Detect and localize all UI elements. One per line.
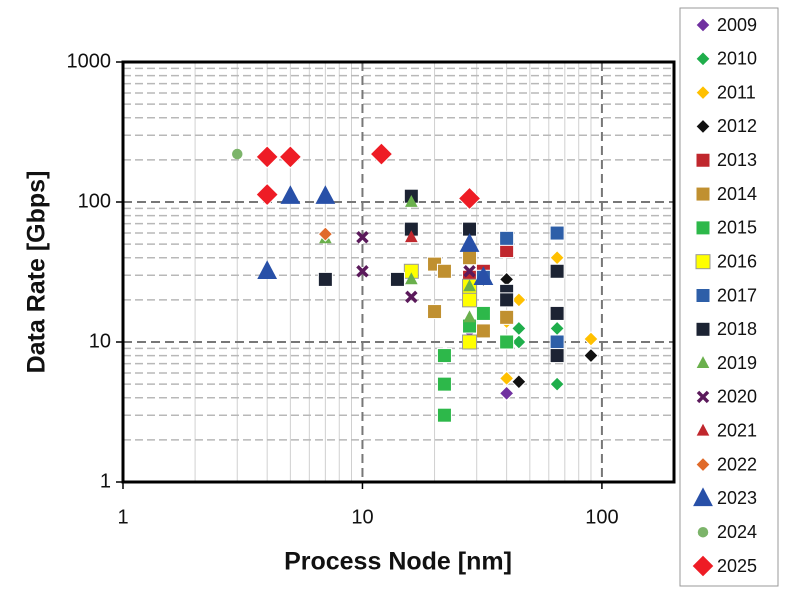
legend-marker [696,423,710,436]
point [389,271,405,287]
point [498,370,515,387]
point [436,263,452,279]
point [511,320,527,337]
point [499,292,515,308]
point [463,279,476,292]
legend-label: 2016 [717,251,757,271]
legend-label: 2019 [717,353,757,373]
point [457,186,482,211]
y-tick-label: 100 [78,190,111,212]
point [315,185,336,204]
point [232,148,243,160]
point [278,145,303,169]
legend-marker [693,487,713,507]
legend-label: 2020 [717,387,757,407]
legend-label: 2010 [717,49,757,69]
legend-label: 2013 [717,150,757,170]
legend-label: 2018 [717,319,757,339]
point [405,272,418,285]
point [549,348,565,364]
point [257,260,278,279]
point [549,225,565,241]
point [436,407,452,423]
x-axis-title: Process Node [nm] [284,548,512,576]
point [499,230,515,246]
legend-label: 2022 [717,454,757,474]
legend-marker [697,526,709,538]
legend-marker [695,186,711,202]
y-tick-label: 1 [100,470,111,492]
point [462,250,478,266]
point [280,185,301,204]
point [511,334,527,350]
point [255,182,279,207]
x-tick-label: 100 [585,506,618,528]
legend-marker [695,118,711,135]
x-tick-label: 1 [117,506,128,528]
legend-marker [695,17,711,33]
point [583,331,599,347]
point [475,305,491,321]
legend-label: 2009 [717,15,757,35]
point [255,145,279,169]
legend-label: 2011 [717,82,756,102]
legend-label: 2024 [717,522,757,542]
point [462,334,478,350]
point [436,376,452,392]
legend-marker [695,456,711,473]
point [463,265,476,278]
point [462,292,478,308]
point [459,233,480,252]
legend-marker [696,356,710,369]
legend-marker [695,152,711,168]
point [499,334,515,350]
point [356,265,369,278]
point [511,374,527,390]
point [499,309,515,325]
legend-label: 2021 [717,421,757,441]
point [369,142,394,166]
point [405,230,418,243]
plot-frame [121,60,676,484]
legend-label: 2015 [717,218,757,238]
y-tick-label: 10 [89,330,111,352]
y-axis-title: Data Rate [Gbps] [23,171,51,374]
point [405,195,418,207]
point [498,385,515,402]
point [549,334,565,350]
point [475,323,491,339]
point [583,347,599,364]
point [356,231,369,244]
legend-marker [695,84,711,101]
point [549,376,565,392]
legend-label: 2025 [717,556,757,576]
legend-label: 2017 [717,285,757,305]
point [549,320,565,337]
legend-marker [695,254,711,270]
legend-marker [695,321,711,337]
point [436,348,452,364]
x-tick-label: 10 [351,506,373,528]
point [463,310,476,323]
point [549,305,565,321]
point [317,226,334,242]
legend-marker [695,51,711,67]
legend-marker [691,554,715,578]
point [549,250,565,266]
legend-marker [695,288,711,303]
legend-label: 2014 [717,184,757,204]
legend-label: 2023 [717,488,757,508]
legend-marker [696,390,710,404]
point [549,263,565,279]
point [511,292,527,308]
legend-label: 2012 [717,116,757,136]
point [473,266,494,285]
point [317,271,333,287]
point [405,290,418,304]
legend-marker [695,220,711,236]
y-tick-label: 1000 [67,50,112,72]
point [427,304,443,320]
